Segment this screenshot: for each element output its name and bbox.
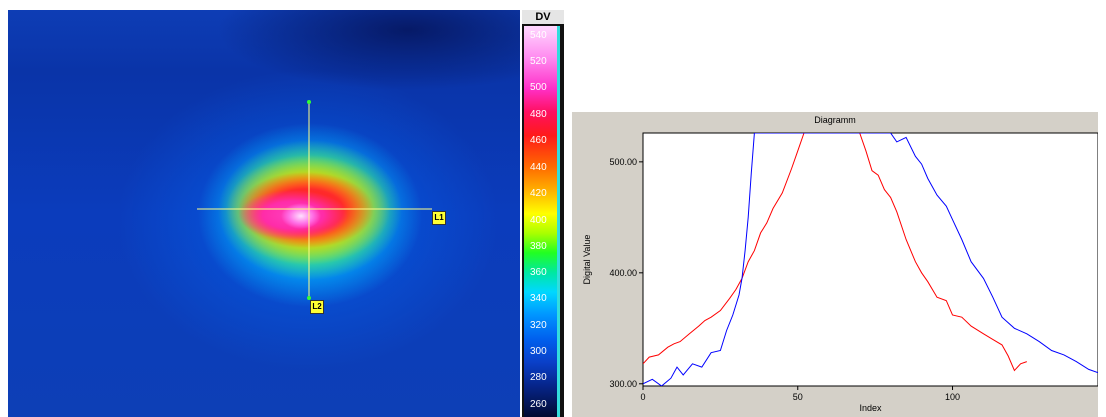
plot-area [642, 132, 1098, 387]
scale-tick: 520 [530, 56, 547, 67]
y-tick-label: 300.00 [609, 379, 637, 389]
scale-tick: 440 [530, 162, 547, 173]
line-l2-end-handle[interactable] [307, 296, 311, 300]
color-scale-title: DV [522, 10, 564, 24]
scale-tick: 540 [530, 30, 547, 41]
chart-canvas: 300.00 400.00 500.00 0 50 100 Index Digital Val… [582, 132, 1098, 413]
scale-tick: 360 [530, 267, 547, 278]
series-line-red [643, 133, 1027, 372]
y-axis-label: Digital Value [582, 235, 592, 285]
scale-tick: 500 [530, 82, 547, 93]
x-tick-label: 100 [945, 392, 960, 402]
line-l2-marker[interactable]: L2 [310, 300, 324, 314]
color-scale-gradient [524, 26, 557, 417]
scale-tick: 420 [530, 188, 547, 199]
x-tick-label: 0 [640, 392, 645, 402]
line-profile-chart: Diagramm 300.00 400.00 500.00 0 50 100 Index Di… [572, 112, 1098, 417]
y-tick-label: 400.00 [609, 268, 637, 278]
measurement-lines-overlay [197, 100, 432, 300]
chart-title: Diagramm [814, 115, 856, 125]
scale-tick: 320 [530, 320, 547, 331]
scale-tick: 380 [530, 241, 547, 252]
color-scale: DV 540 520 500 480 460 440 420 400 380 3… [522, 10, 564, 417]
color-scale-range-indicator [557, 26, 560, 417]
scale-tick: 460 [530, 135, 547, 146]
line-l1-marker[interactable]: L1 [432, 211, 446, 225]
scale-tick: 280 [530, 372, 547, 383]
scale-tick: 340 [530, 293, 547, 304]
x-tick-label: 50 [793, 392, 803, 402]
scale-tick: 300 [530, 346, 547, 357]
y-tick-label: 500.00 [609, 157, 637, 167]
thermal-image[interactable]: L1 L2 [8, 10, 520, 417]
series-line-blue [643, 133, 1098, 386]
scale-tick: 400 [530, 215, 547, 226]
scale-tick: 260 [530, 399, 547, 410]
line-l2-start-handle[interactable] [307, 100, 311, 104]
scale-tick: 480 [530, 109, 547, 120]
x-axis-label: Index [859, 403, 882, 413]
